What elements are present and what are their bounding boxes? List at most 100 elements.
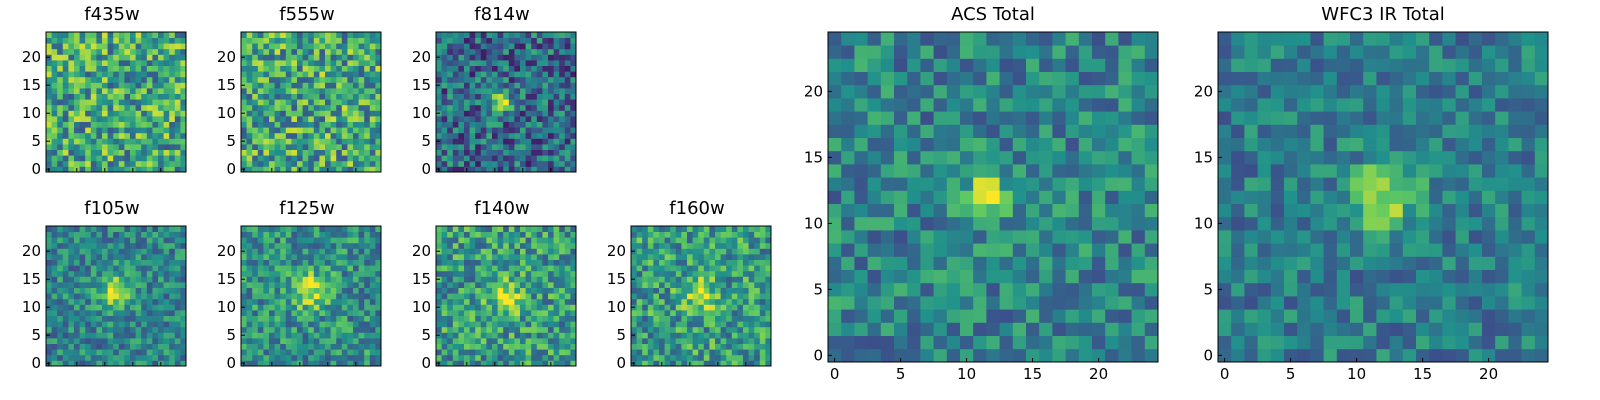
heatmap-cell <box>169 88 176 94</box>
heatmap-cell <box>841 177 855 191</box>
heatmap-cell <box>492 82 498 89</box>
heatmap-cell <box>497 127 504 134</box>
heatmap-cell <box>553 338 560 344</box>
heatmap-cell <box>894 230 908 244</box>
heatmap-cell <box>353 265 359 272</box>
heatmap-cell <box>464 254 470 260</box>
heatmap-cell <box>124 315 131 322</box>
heatmap-cell <box>169 155 176 162</box>
heatmap-cell <box>564 54 571 61</box>
heatmap-cell <box>520 127 526 134</box>
heatmap-cell <box>1065 150 1080 165</box>
heatmap-cell <box>369 248 376 255</box>
heatmap-cell <box>1092 243 1106 257</box>
heatmap-cell <box>542 65 549 72</box>
heatmap-cell <box>141 326 148 333</box>
heatmap-cell <box>135 265 142 272</box>
heatmap-cell <box>341 149 348 156</box>
heatmap-cell <box>542 43 549 50</box>
heatmap-cell <box>659 349 665 356</box>
heatmap-cell <box>347 116 354 122</box>
heatmap-cell <box>90 326 97 333</box>
heatmap-cell <box>458 93 465 100</box>
heatmap-cell <box>158 132 164 139</box>
heatmap-cell <box>302 37 309 44</box>
heatmap-cell <box>375 287 382 294</box>
heatmap-cell <box>1092 335 1106 350</box>
heatmap-cell <box>564 332 571 339</box>
heatmap-cell <box>263 110 270 117</box>
heatmap-cell <box>973 150 987 165</box>
heatmap-cell <box>269 60 275 66</box>
heatmap-cell <box>880 296 895 310</box>
heatmap-cell <box>163 265 170 272</box>
heatmap-cell <box>135 149 142 156</box>
heatmap-cell <box>480 310 487 316</box>
heatmap-cell <box>130 82 136 89</box>
heatmap-cell <box>347 104 354 111</box>
heatmap-cell <box>659 248 665 255</box>
heatmap-cell <box>341 155 348 162</box>
heatmap-cell <box>999 269 1014 284</box>
heatmap-cell <box>765 242 772 249</box>
heatmap-cell <box>999 164 1014 178</box>
heatmap-cell <box>520 354 526 361</box>
heatmap-cell <box>508 93 515 100</box>
heatmap-cell <box>325 287 331 294</box>
heatmap-cell <box>486 88 493 94</box>
heatmap-cell <box>492 155 498 162</box>
heatmap-cell <box>659 310 665 316</box>
heatmap-cell <box>375 248 382 255</box>
heatmap-cell <box>96 71 103 78</box>
heatmap-cell <box>135 282 142 288</box>
heatmap-cell <box>308 360 315 367</box>
heatmap-cell <box>1052 203 1066 218</box>
heatmap-cell <box>514 48 521 55</box>
heatmap-cell <box>492 127 498 134</box>
heatmap-cell <box>464 248 470 255</box>
heatmap-cell <box>118 254 125 260</box>
heatmap-cell <box>297 60 303 66</box>
heatmap-cell <box>570 149 577 156</box>
heatmap-cell <box>894 190 908 204</box>
heatmap-cell <box>113 287 120 294</box>
heatmap-cell <box>1052 190 1066 204</box>
heatmap-cell <box>531 116 538 122</box>
heatmap-cell <box>631 242 637 249</box>
heatmap-cell <box>520 71 526 78</box>
heatmap-cell <box>854 348 868 363</box>
heatmap-cell <box>246 293 253 300</box>
heatmap-cell <box>492 121 498 128</box>
heatmap-cell <box>364 155 371 162</box>
heatmap-cell <box>51 93 58 100</box>
heatmap-cell <box>85 166 92 173</box>
heatmap-cell <box>124 93 131 100</box>
heatmap-cell <box>291 48 298 55</box>
heatmap-cell <box>375 93 382 100</box>
heatmap-cell <box>336 332 343 339</box>
heatmap-cell <box>880 137 895 152</box>
heatmap-cell <box>68 298 75 305</box>
heatmap-cell <box>447 265 454 272</box>
heatmap-cell <box>564 121 571 128</box>
heatmap-cell <box>302 332 309 339</box>
heatmap-cell <box>497 360 504 367</box>
heatmap-cell <box>68 354 75 361</box>
heatmap-cell <box>353 76 359 83</box>
heatmap-cell <box>291 276 298 283</box>
heatmap-cell <box>664 298 671 305</box>
heatmap-cell <box>252 76 259 83</box>
heatmap-cell <box>257 259 264 266</box>
heatmap-cell <box>375 293 382 300</box>
heatmap-cell <box>731 332 738 339</box>
heatmap-cell <box>280 110 287 117</box>
heatmap-cell <box>514 237 521 244</box>
heatmap-cell <box>475 138 482 145</box>
heatmap-cell <box>520 93 526 100</box>
heatmap-cell <box>85 76 92 83</box>
heatmap-cell <box>1144 124 1159 138</box>
heatmap-cell <box>525 155 532 162</box>
heatmap-cell <box>754 354 761 361</box>
heatmap-cell <box>514 99 521 106</box>
heatmap-cell <box>564 242 571 249</box>
